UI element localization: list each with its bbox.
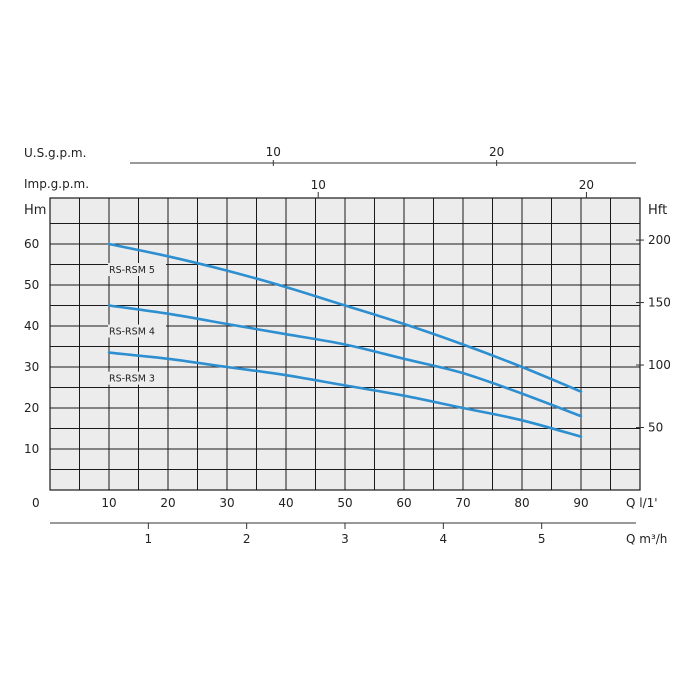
curve-label: RS-RSM 5 xyxy=(109,265,155,276)
q-lmin-tick-label: 70 xyxy=(455,496,470,510)
right-tick-label: 150 xyxy=(648,296,671,310)
right-tick-label: 100 xyxy=(648,358,671,372)
curve-label-bg xyxy=(108,263,166,276)
q-m3h-axis-label: Q m³/h xyxy=(626,532,667,546)
left-tick-label: 60 xyxy=(24,237,39,251)
q-lmin-tick-label: 30 xyxy=(219,496,234,510)
curve-rs-rsm-5 xyxy=(107,242,583,393)
q-lmin-tick-label: 10 xyxy=(101,496,116,510)
q-m3h-tick-label: 5 xyxy=(538,532,546,546)
usgpm-axis-label: U.S.g.p.m. xyxy=(24,146,86,160)
impgpm-tick-label: 20 xyxy=(579,178,594,192)
q-lmin-tick-label: 40 xyxy=(278,496,293,510)
left-tick-label: 30 xyxy=(24,360,39,374)
left-tick-label: 10 xyxy=(24,442,39,456)
q-lmin-tick-label: 90 xyxy=(573,496,588,510)
left-tick-label: 50 xyxy=(24,278,39,292)
left-tick-label: 20 xyxy=(24,401,39,415)
curve-labels: RS-RSM 5 RS-RSM 4 RS-RSM 3 xyxy=(108,263,166,385)
impgpm-ticks: 10 20 xyxy=(311,178,594,198)
usgpm-ticks: 10 20 xyxy=(266,145,504,166)
impgpm-tick-label: 10 xyxy=(311,178,326,192)
right-tick-label: 200 xyxy=(648,233,671,247)
curve-label: RS-RSM 4 xyxy=(109,327,155,338)
right-axis-label: Hft xyxy=(648,203,667,218)
curve-rs-rsm-4 xyxy=(107,304,583,418)
q-m3h-tick-label: 1 xyxy=(145,532,153,546)
q-m3h-tick-label: 4 xyxy=(440,532,448,546)
q-lmin-axis-label: Q l/1' xyxy=(626,496,658,510)
impgpm-axis-label: Imp.g.p.m. xyxy=(24,177,89,191)
q-lmin-ticks: 10 20 30 40 50 60 70 80 90 xyxy=(101,496,588,510)
usgpm-tick-label: 10 xyxy=(266,145,281,159)
q-lmin-tick-label: 50 xyxy=(337,496,352,510)
q-m3h-tick-label: 2 xyxy=(243,532,251,546)
left-y-ticks: 10 20 30 40 50 60 xyxy=(24,237,39,456)
curve-label-bg xyxy=(108,371,166,385)
left-tick-label: 40 xyxy=(24,319,39,333)
q-lmin-tick-label: 80 xyxy=(514,496,529,510)
q-lmin-origin-label: 0 xyxy=(32,496,40,510)
curve-label: RS-RSM 3 xyxy=(109,374,155,385)
right-y-ticks: 50 100 150 200 xyxy=(636,233,671,435)
q-m3h-tick-label: 3 xyxy=(341,532,349,546)
plot-border xyxy=(49,197,641,491)
curves xyxy=(107,242,583,438)
right-tick-label: 50 xyxy=(648,421,663,435)
curve-label-bg xyxy=(108,324,166,338)
q-lmin-tick-label: 20 xyxy=(160,496,175,510)
usgpm-tick-label: 20 xyxy=(489,145,504,159)
q-m3h-ticks: 1 2 3 4 5 xyxy=(145,523,546,546)
left-axis-label: Hm xyxy=(24,203,46,218)
curve-rs-rsm-3 xyxy=(107,351,583,438)
q-lmin-tick-label: 60 xyxy=(396,496,411,510)
